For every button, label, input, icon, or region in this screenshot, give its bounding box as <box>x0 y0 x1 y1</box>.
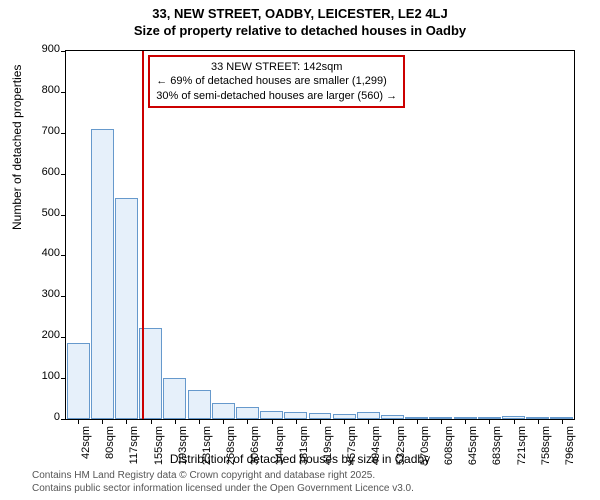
histogram-bar <box>284 412 307 419</box>
x-tick <box>344 419 345 424</box>
x-tick <box>247 419 248 424</box>
x-tick <box>126 419 127 424</box>
y-tick-label: 300 <box>20 288 60 300</box>
y-tick <box>61 255 66 256</box>
x-tick-label: 796sqm <box>564 426 576 471</box>
y-tick-label: 400 <box>20 247 60 259</box>
annotation-line: 30% of semi-detached houses are larger (… <box>156 89 397 103</box>
x-tick-label: 570sqm <box>419 426 431 471</box>
x-tick-label: 193sqm <box>177 426 189 471</box>
x-tick <box>320 419 321 424</box>
x-tick <box>102 419 103 424</box>
y-tick <box>61 296 66 297</box>
y-tick-label: 800 <box>20 84 60 96</box>
chart-container: 33, NEW STREET, OADBY, LEICESTER, LE2 4L… <box>0 0 600 500</box>
histogram-bar <box>188 390 211 419</box>
histogram-bar <box>163 378 186 419</box>
x-tick-label: 42sqm <box>80 426 92 471</box>
x-tick-label: 344sqm <box>274 426 286 471</box>
x-tick <box>538 419 539 424</box>
x-tick-label: 306sqm <box>249 426 261 471</box>
y-tick <box>61 92 66 93</box>
y-tick <box>61 378 66 379</box>
x-tick <box>562 419 563 424</box>
x-tick <box>514 419 515 424</box>
x-tick-label: 608sqm <box>443 426 455 471</box>
y-tick <box>61 419 66 420</box>
x-tick <box>199 419 200 424</box>
y-tick <box>61 51 66 52</box>
y-tick <box>61 337 66 338</box>
y-tick-label: 200 <box>20 329 60 341</box>
y-tick <box>61 174 66 175</box>
x-tick <box>465 419 466 424</box>
x-tick <box>78 419 79 424</box>
x-tick <box>368 419 369 424</box>
x-tick <box>223 419 224 424</box>
footer-line-1: Contains HM Land Registry data © Crown c… <box>32 470 375 481</box>
y-tick-label: 900 <box>20 43 60 55</box>
x-tick-label: 758sqm <box>540 426 552 471</box>
y-tick-label: 500 <box>20 207 60 219</box>
x-tick <box>489 419 490 424</box>
x-tick-label: 268sqm <box>225 426 237 471</box>
annotation-line: 33 NEW STREET: 142sqm <box>156 60 397 74</box>
x-tick-label: 645sqm <box>467 426 479 471</box>
x-tick-label: 117sqm <box>128 426 140 471</box>
x-tick <box>393 419 394 424</box>
x-tick <box>296 419 297 424</box>
x-tick <box>272 419 273 424</box>
histogram-bar <box>91 129 114 419</box>
x-tick-label: 155sqm <box>153 426 165 471</box>
annotation-line: ← 69% of detached houses are smaller (1,… <box>156 74 397 88</box>
histogram-bar <box>260 411 283 419</box>
title-main: 33, NEW STREET, OADBY, LEICESTER, LE2 4L… <box>0 0 600 21</box>
histogram-bar <box>236 407 259 419</box>
title-sub: Size of property relative to detached ho… <box>0 21 600 38</box>
histogram-bar <box>212 403 235 419</box>
x-tick <box>151 419 152 424</box>
chart-plot-area: 33 NEW STREET: 142sqm← 69% of detached h… <box>65 50 575 420</box>
x-tick-label: 494sqm <box>370 426 382 471</box>
x-tick <box>417 419 418 424</box>
reference-line <box>142 51 144 419</box>
x-tick <box>441 419 442 424</box>
x-tick-label: 231sqm <box>201 426 213 471</box>
y-tick-label: 0 <box>20 411 60 423</box>
x-tick-label: 721sqm <box>516 426 528 471</box>
x-tick-label: 532sqm <box>395 426 407 471</box>
x-tick-label: 419sqm <box>322 426 334 471</box>
y-tick-label: 700 <box>20 125 60 137</box>
x-tick-label: 80sqm <box>104 426 116 471</box>
y-tick <box>61 215 66 216</box>
annotation-box: 33 NEW STREET: 142sqm← 69% of detached h… <box>148 55 405 108</box>
histogram-bar <box>115 198 138 419</box>
x-tick <box>175 419 176 424</box>
y-tick <box>61 133 66 134</box>
histogram-bar <box>67 343 90 419</box>
y-tick-label: 600 <box>20 166 60 178</box>
x-tick-label: 381sqm <box>298 426 310 471</box>
y-tick-label: 100 <box>20 370 60 382</box>
footer-line-2: Contains public sector information licen… <box>32 483 414 494</box>
x-tick-label: 457sqm <box>346 426 358 471</box>
x-tick-label: 683sqm <box>491 426 503 471</box>
